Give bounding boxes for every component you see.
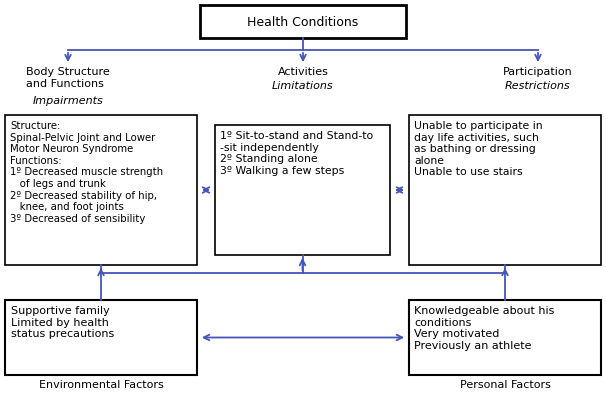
Bar xyxy=(409,115,601,265)
Text: Environmental Factors: Environmental Factors xyxy=(39,380,164,390)
Text: Activities: Activities xyxy=(278,67,328,77)
Text: 1º Sit-to-stand and Stand-to
-sit independently
2º Standing alone
3º Walking a f: 1º Sit-to-stand and Stand-to -sit indepe… xyxy=(220,131,373,176)
Bar xyxy=(5,300,197,375)
Text: Personal Factors: Personal Factors xyxy=(459,380,550,390)
Bar xyxy=(200,5,406,38)
Text: Impairments: Impairments xyxy=(33,96,104,106)
Text: Health Conditions: Health Conditions xyxy=(247,16,359,29)
Text: Knowledgeable about his
conditions
Very motivated
Previously an athlete: Knowledgeable about his conditions Very … xyxy=(414,306,554,351)
Text: Supportive family
Limited by health
status precautions: Supportive family Limited by health stat… xyxy=(11,306,115,339)
Bar xyxy=(409,300,601,375)
Text: Limitations: Limitations xyxy=(272,81,334,91)
Text: Structure:
Spinal-Pelvic Joint and Lower
Motor Neuron Syndrome
Functions:
1º Dec: Structure: Spinal-Pelvic Joint and Lower… xyxy=(10,121,163,224)
Bar xyxy=(5,115,197,265)
Bar xyxy=(215,125,390,255)
Text: Restrictions: Restrictions xyxy=(505,81,571,91)
Text: Unable to participate in
day life activities, such
as bathing or dressing
alone
: Unable to participate in day life activi… xyxy=(414,121,542,177)
Text: Body Structure
and Functions: Body Structure and Functions xyxy=(26,67,110,88)
Text: Participation: Participation xyxy=(503,67,573,77)
